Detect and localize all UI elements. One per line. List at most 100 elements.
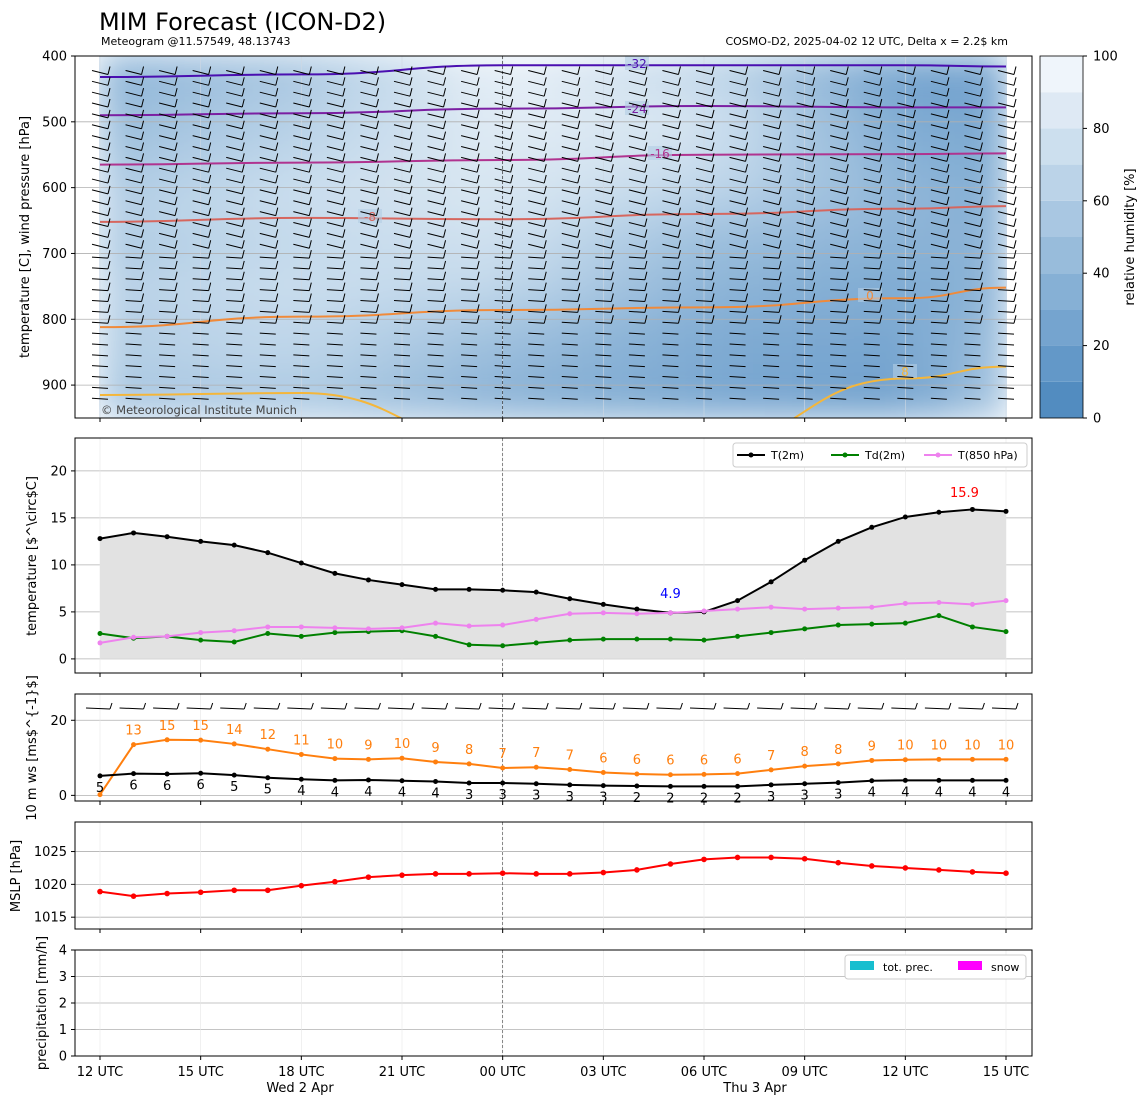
wind-barb-flag — [879, 315, 883, 324]
wind-barb-flag — [443, 109, 447, 119]
wind-barb-flag — [308, 77, 312, 86]
wind-barb-flag — [476, 131, 480, 140]
wind-barb-shaft — [226, 267, 243, 270]
wind-barb-flag — [979, 77, 983, 86]
humidity-cell — [99, 334, 152, 354]
wind-barb-flag — [107, 304, 111, 313]
wind-barb-shaft — [226, 376, 243, 379]
mslp-point — [936, 867, 942, 873]
wind-barb-shaft — [997, 124, 1015, 130]
wind-barb-shaft — [393, 289, 411, 292]
wind-barb-shaft — [494, 124, 511, 130]
wind-barb-shaft — [796, 289, 813, 292]
wind-barb-flag — [979, 271, 983, 280]
wind-barb-shaft — [91, 386, 109, 389]
wind-barb-shaft — [930, 365, 947, 368]
wind-barb-shaft — [930, 289, 947, 292]
wind-barb-flag — [711, 131, 715, 140]
wind-barb-flag — [107, 164, 111, 173]
wind-barb-shaft — [259, 365, 276, 368]
wind-barb-flag — [174, 88, 178, 97]
wind-barb-shaft — [293, 365, 310, 368]
humidity-cell — [300, 56, 353, 74]
wind-barb-flag — [912, 315, 916, 324]
wind-barb-flag — [443, 249, 447, 259]
wind-barb-shaft — [360, 80, 377, 86]
series-point — [634, 606, 640, 612]
wind-barb-shaft — [997, 365, 1015, 368]
wind-barb-shaft — [964, 156, 981, 162]
humidity-cell — [803, 87, 856, 107]
wind-barb-shaft — [595, 124, 612, 130]
wind-barb-shaft — [561, 386, 578, 389]
wind-barb-flag — [845, 142, 849, 151]
wind-barb-shaft — [830, 211, 847, 217]
wind-barb-shaft — [897, 243, 914, 249]
wind-barb-flag — [577, 109, 581, 119]
wind-barb-shaft — [393, 135, 411, 141]
wind-barb-flag — [476, 271, 480, 280]
wind-barb-shaft — [628, 278, 645, 281]
wind-barb-flag — [914, 702, 918, 710]
wind-barb-shaft — [930, 256, 947, 259]
wind-barb-flag — [375, 282, 379, 291]
colorbar-tick-label: 0 — [1093, 412, 1101, 427]
isotherm-line — [99, 286, 1007, 329]
wind-barb-flag — [275, 240, 279, 249]
wind-barb-shaft — [226, 113, 243, 119]
wind-barb-flag — [610, 77, 614, 86]
wind-barb-flag — [912, 164, 916, 173]
wind-barb-shaft — [561, 91, 578, 97]
temperature-tick-label: 15 — [50, 511, 67, 526]
wind-barb-shaft — [226, 300, 243, 303]
wind-barb-shaft — [192, 310, 209, 313]
mslp-tick-label: 1025 — [34, 845, 67, 860]
wind-barb-shaft — [762, 222, 780, 227]
wind-barb-shaft — [863, 178, 880, 184]
wind-barb-flag — [308, 164, 312, 173]
wind-barb-shaft — [763, 343, 780, 346]
wind-barb-shaft — [158, 211, 176, 217]
wind-point — [466, 780, 472, 786]
wind-barb-flag — [409, 218, 413, 227]
wind-barb-flag — [780, 702, 784, 710]
wind-barb-flag — [644, 174, 648, 184]
wind-barb-flag — [979, 109, 983, 119]
wind-barb-shaft — [427, 145, 444, 151]
wind-barb-shaft — [997, 386, 1015, 389]
wind-barb-shaft — [561, 243, 578, 249]
wind-barb-shaft — [159, 365, 176, 368]
wind-barb-shaft — [91, 278, 109, 281]
wind-barb-flag — [275, 185, 279, 195]
wind-barb-flag — [275, 249, 279, 259]
wind-barb-flag — [107, 229, 111, 238]
wind-barb-shaft — [830, 80, 847, 86]
wind-barb-shaft — [830, 178, 847, 184]
wind-barb-flag — [912, 153, 916, 162]
series-point — [1003, 629, 1009, 635]
wind-barb-shaft — [528, 386, 545, 389]
wind-barb-flag — [543, 282, 547, 291]
wind-barb-flag — [275, 271, 279, 280]
wind-barb-flag — [610, 218, 614, 227]
precipitation-legend: tot. prec. snow — [844, 954, 1027, 980]
wind-barb-shaft — [494, 343, 511, 346]
wind-barb-flag — [275, 88, 279, 97]
wind-barb-shaft — [763, 332, 780, 335]
wind-barb-flag — [443, 164, 447, 173]
wind-barb-flag — [1013, 77, 1017, 86]
wind-barb-flag — [308, 207, 312, 216]
wind-barb-flag — [375, 218, 379, 227]
wind-barb-shaft — [662, 343, 679, 346]
humidity-cell — [652, 384, 705, 403]
wind-barb-flag — [241, 249, 245, 259]
wind-barb-flag — [174, 249, 178, 259]
wind-barb-flag — [543, 207, 547, 216]
wind-barb-flag — [208, 164, 212, 173]
wind-point — [936, 777, 942, 783]
humidity-cell — [199, 186, 252, 206]
wind-barb-shaft — [897, 156, 914, 162]
wind-barb-flag — [443, 271, 447, 280]
wind-barb-shaft — [259, 113, 276, 119]
